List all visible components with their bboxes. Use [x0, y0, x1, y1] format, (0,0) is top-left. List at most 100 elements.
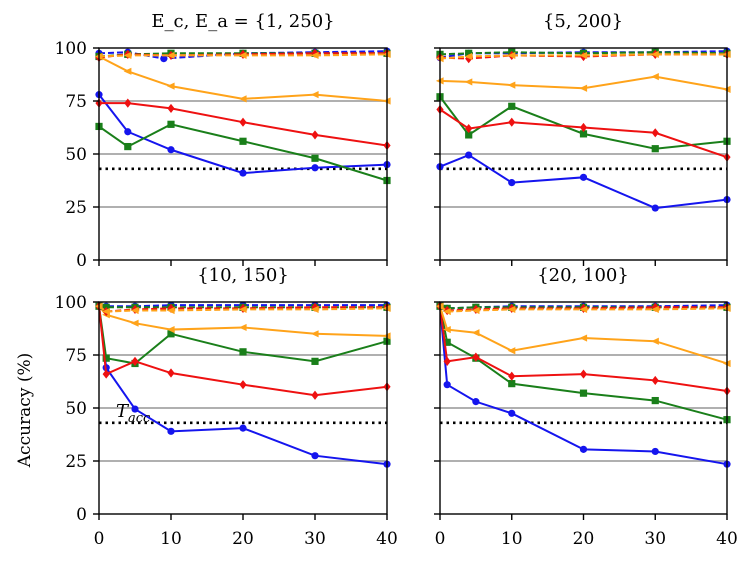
y-tick-label: 100: [55, 293, 87, 313]
data-point-orange-solid: [579, 334, 588, 342]
data-point-orange-dashed: [651, 305, 659, 314]
data-point-orange-solid: [507, 81, 516, 89]
data-point-orange-dashed: [238, 305, 247, 314]
data-point-green-solid: [443, 338, 451, 346]
data-point-orange-solid: [507, 347, 516, 355]
data-point-red-solid: [124, 98, 132, 108]
x-tick-label: 20: [573, 529, 595, 549]
data-point-blue-solid: [167, 427, 175, 435]
x-tick-label: 20: [232, 529, 254, 549]
data-point-red-solid: [508, 371, 516, 381]
data-point-orange-dashed: [130, 306, 139, 315]
data-point-red-solid: [311, 390, 319, 400]
y-axis-label: Accuracy (%): [15, 353, 35, 468]
data-point-orange-dashed: [507, 305, 516, 314]
data-point-red-solid: [508, 117, 516, 127]
data-point-green-solid: [508, 102, 516, 110]
data-point-orange-dashed: [471, 306, 480, 315]
data-point-blue-dashed: [160, 55, 168, 63]
data-point-green-solid: [651, 145, 659, 153]
data-point-red-solid: [579, 122, 588, 133]
data-point-red-solid: [239, 117, 247, 127]
data-point-orange-solid: [651, 73, 659, 81]
data-point-orange-dashed: [123, 51, 132, 60]
series-line-blue-solid: [98, 94, 388, 175]
series-line-orange-solid: [98, 55, 388, 102]
series-line-green-solid: [439, 306, 728, 421]
data-point-red-solid: [167, 368, 175, 378]
data-point-red-solid: [131, 356, 139, 366]
y-tick-label: 50: [65, 145, 87, 165]
data-point-orange-dashed: [651, 50, 659, 58]
data-point-orange-solid: [579, 84, 588, 92]
panel-bottom-right: {20, 100} 0 10 20 30 40: [434, 265, 738, 549]
data-point-orange-dashed: [507, 51, 516, 60]
data-point-green-solid: [311, 154, 319, 162]
data-point-blue-solid: [239, 169, 247, 177]
series-line-green-solid: [98, 123, 388, 182]
data-point-green-solid: [167, 330, 175, 338]
y-tick-label: 25: [65, 452, 87, 472]
x-tick-label: 30: [304, 529, 326, 549]
y-tick-label: 75: [65, 346, 87, 366]
y-tick-label: 0: [76, 505, 87, 525]
data-point-blue-solid: [131, 405, 139, 413]
panel-top-right: {5, 200}: [434, 11, 731, 266]
data-point-green-solid: [239, 137, 247, 145]
data-point-orange-solid: [464, 78, 473, 86]
panel-title: {5, 200}: [543, 11, 623, 32]
data-point-orange-solid: [471, 329, 480, 337]
data-point-green-solid: [508, 380, 516, 388]
data-point-orange-dashed: [464, 52, 473, 61]
data-point-blue-solid: [508, 409, 516, 417]
x-tick-label: 10: [501, 529, 523, 549]
series-line-blue-dashed: [98, 50, 388, 60]
data-point-red-solid: [102, 369, 110, 379]
series-line-orange-dashed: [98, 53, 388, 58]
data-point-orange-solid: [310, 330, 319, 338]
data-point-green-dashed: [465, 49, 473, 57]
threshold-label: Tacc: [116, 401, 151, 426]
panel-top-left: E_c, E_a = {1, 250} 0 25 50 75 100: [55, 11, 391, 271]
data-point-red-solid: [579, 369, 588, 379]
data-point-red-dashed: [167, 303, 175, 313]
data-point-blue-solid: [579, 173, 588, 181]
data-point-green-solid: [579, 130, 588, 138]
data-point-orange-solid: [238, 323, 247, 332]
y-tick-label: 25: [65, 198, 87, 218]
data-point-red-solid: [167, 103, 175, 114]
data-point-orange-dashed: [166, 306, 175, 315]
y-tick-label: 0: [76, 251, 87, 271]
series-line-green-dashed: [439, 51, 728, 56]
x-tick-label: 0: [94, 529, 105, 549]
series-line-orange-dashed: [439, 53, 727, 60]
data-point-red-solid: [311, 130, 319, 140]
data-point-orange-solid: [310, 91, 319, 99]
series-line-red-solid: [439, 108, 728, 159]
x-tick-label: 30: [644, 529, 666, 549]
data-point-orange-dashed: [238, 51, 247, 60]
data-point-green-solid: [167, 120, 175, 128]
y-tick-label: 75: [65, 92, 87, 112]
y-tick-label: 100: [55, 39, 87, 59]
threshold-label-sub: acc: [128, 411, 151, 426]
data-point-blue-solid: [651, 447, 659, 456]
data-point-orange-dashed: [102, 307, 110, 316]
data-point-orange-solid: [130, 319, 139, 327]
data-point-blue-solid: [465, 151, 473, 159]
data-point-orange-solid: [123, 67, 132, 75]
x-tick-label: 10: [160, 529, 182, 549]
series-line-orange-solid: [439, 75, 728, 91]
series-line-green-solid: [439, 96, 728, 150]
data-point-red-dashed: [651, 302, 659, 312]
data-point-red-solid: [239, 380, 247, 390]
x-tick-label: 40: [376, 529, 398, 549]
panel-title: {20, 100}: [537, 265, 629, 286]
panel-title: {10, 150}: [197, 265, 289, 286]
data-point-red-solid: [651, 375, 659, 386]
data-point-blue-solid: [508, 179, 516, 187]
series-line-blue-solid: [439, 153, 728, 210]
data-point-red-solid: [465, 123, 473, 134]
data-point-blue-solid: [239, 424, 247, 432]
